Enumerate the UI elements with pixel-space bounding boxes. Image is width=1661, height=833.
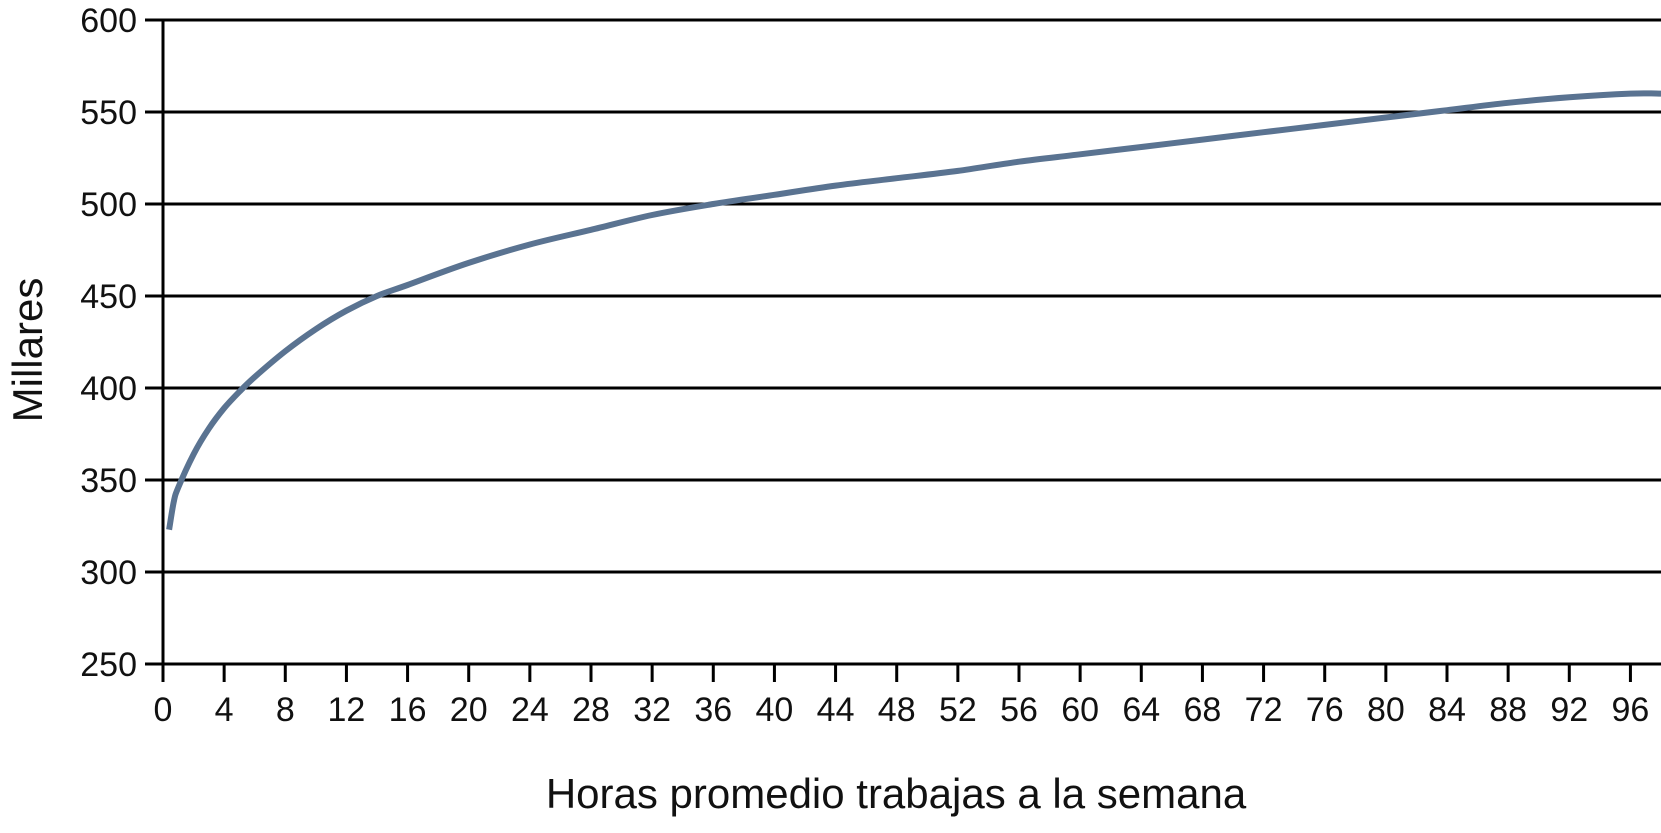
x-axis-ticks: 0 4 8 12 16 20 24 28 32 36 40 44 48 52 56 60 64 68 72 76 80 8…	[154, 664, 1650, 729]
x-axis-title: Horas promedio trabajas a la semana	[546, 770, 1247, 817]
x-tick-label: 20	[450, 691, 488, 729]
axes	[161, 20, 1661, 666]
x-tick-label: 52	[939, 691, 977, 729]
x-tick-label: 84	[1428, 691, 1466, 729]
x-tick-label: 16	[389, 691, 427, 729]
x-tick-label: 64	[1122, 691, 1160, 729]
y-tick-label: 600	[80, 2, 137, 40]
x-tick-label: 12	[328, 691, 366, 729]
x-tick-label: 32	[633, 691, 671, 729]
x-tick-label: 36	[694, 691, 732, 729]
x-tick-label: 44	[817, 691, 855, 729]
y-tick-label: 300	[80, 554, 137, 592]
x-tick-label: 60	[1061, 691, 1099, 729]
series-line-0	[166, 90, 1661, 531]
x-tick-label: 88	[1489, 691, 1527, 729]
y-axis-ticks: 250 300 350 400 450 500 550 600	[80, 2, 163, 684]
x-tick-label: 40	[756, 691, 794, 729]
x-tick-label: 68	[1184, 691, 1222, 729]
gridlines	[145, 18, 1661, 574]
x-tick-label: 24	[511, 691, 549, 729]
x-tick-label: 76	[1306, 691, 1344, 729]
y-tick-label: 550	[80, 94, 137, 132]
x-tick-label: 96	[1612, 691, 1650, 729]
x-tick-label: 8	[276, 691, 295, 729]
x-tick-label: 0	[154, 691, 173, 729]
y-tick-label: 400	[80, 370, 137, 408]
y-tick-label: 250	[80, 646, 137, 684]
x-tick-label: 4	[215, 691, 234, 729]
x-tick-label: 92	[1550, 691, 1588, 729]
x-tick-label: 56	[1000, 691, 1038, 729]
x-tick-label: 72	[1245, 691, 1283, 729]
y-tick-label: 500	[80, 186, 137, 224]
data-series	[166, 90, 1661, 531]
x-tick-label: 80	[1367, 691, 1405, 729]
y-axis-title: Millares	[4, 278, 51, 423]
y-tick-label: 450	[80, 278, 137, 316]
x-tick-label: 48	[878, 691, 916, 729]
y-tick-label: 350	[80, 462, 137, 500]
x-tick-label: 28	[572, 691, 610, 729]
